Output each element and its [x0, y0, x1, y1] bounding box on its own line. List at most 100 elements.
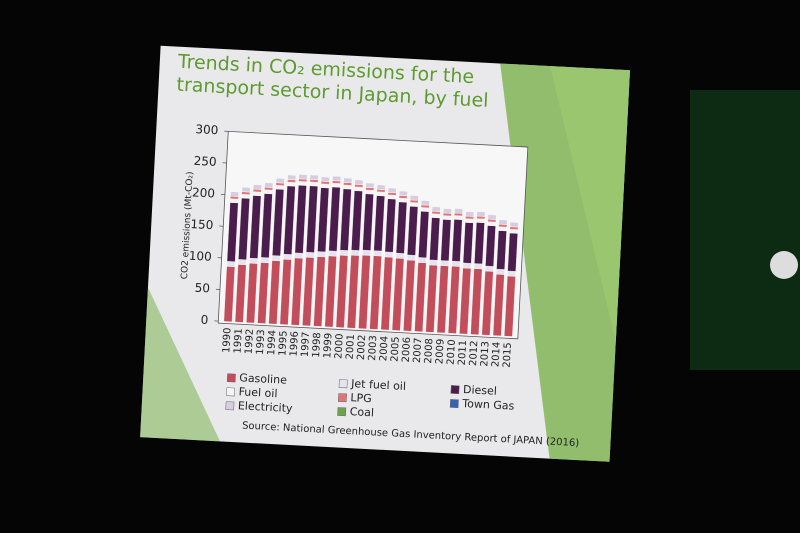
x-tick-label: 2015 [502, 342, 514, 368]
x-tick-label: 1990 [221, 327, 233, 353]
bar-segment [264, 189, 273, 195]
bar-segment [294, 252, 304, 259]
bar-segment [399, 190, 408, 197]
bar-segment [376, 184, 386, 190]
bar-segment [462, 262, 472, 269]
bar-segment [398, 197, 408, 203]
bar-segment [237, 259, 247, 266]
bar-segment [298, 174, 308, 180]
bar-segment [476, 211, 486, 217]
x-tick-label: 2008 [423, 338, 435, 364]
bar-segment [417, 257, 427, 264]
bar-segment [226, 261, 236, 267]
bar-segment [406, 254, 416, 261]
legend-label: Jet fuel oil [350, 377, 406, 393]
bar-segment [230, 191, 239, 197]
slide: Trends in CO₂ emissions for the transpor… [140, 45, 630, 462]
bar-segment [249, 257, 258, 264]
x-tick-label: 1997 [300, 331, 312, 357]
y-tick-label: 150 [190, 217, 214, 232]
x-tick-label: 2010 [446, 339, 458, 365]
bar-segment [376, 191, 386, 197]
bar-segment [473, 263, 483, 270]
x-tick-label: 1999 [322, 333, 334, 359]
bar-segment [440, 260, 449, 267]
bar-segment [507, 270, 516, 277]
legend-label: Electricity [238, 399, 294, 415]
x-tick-label: 2009 [434, 339, 446, 365]
x-tick-label: 2003 [367, 335, 379, 361]
bar-segment [395, 252, 405, 259]
legend-swatch [226, 387, 236, 397]
bar-segment [339, 249, 349, 256]
bar-segment [264, 182, 274, 188]
x-tick-label: 1992 [244, 329, 256, 355]
x-tick-label: 2013 [479, 341, 491, 367]
legend-swatch [337, 393, 347, 403]
x-tick-label: 2002 [356, 334, 368, 360]
bar-segment [443, 208, 452, 214]
stage-backdrop [690, 90, 800, 370]
bar-segment [241, 187, 251, 193]
bar-segment [431, 213, 441, 219]
legend-label: Town Gas [461, 397, 515, 413]
bar-segment [275, 185, 285, 190]
bar-segment [309, 174, 319, 180]
bar-segment [229, 198, 239, 204]
legend-swatch [337, 407, 347, 417]
x-tick-label: 2000 [333, 333, 345, 359]
bar-segment [328, 250, 338, 257]
bar-segment [354, 186, 363, 192]
y-tick-label: 100 [188, 249, 212, 264]
bar-segment [485, 265, 494, 272]
legend-swatch [450, 385, 460, 395]
x-tick-label: 1991 [232, 328, 244, 354]
bar-segment [451, 260, 461, 267]
bar-segment [465, 218, 474, 224]
bar-segment [410, 195, 419, 201]
bar-segment [287, 174, 297, 181]
bar-segment [409, 202, 419, 207]
bar-segment [271, 255, 281, 262]
legend-swatch [449, 399, 459, 409]
slide-decoration [140, 287, 221, 442]
legend-label: LPG [350, 391, 372, 405]
bar-segment [252, 191, 262, 197]
x-tick-label: 2001 [345, 334, 357, 360]
legend-label: Gasoline [239, 371, 287, 386]
bar-segment [283, 253, 292, 260]
bar-segment [365, 182, 375, 188]
bar-segment [321, 176, 330, 182]
legend-label: Diesel [463, 383, 497, 398]
bar-segment [498, 219, 508, 225]
legend-label: Fuel oil [238, 385, 278, 400]
bar-segment [453, 215, 463, 220]
legend-label: Coal [349, 405, 374, 419]
bar-segment [465, 211, 475, 217]
bar-segment [317, 251, 326, 258]
legend-swatch [338, 379, 348, 389]
bar-segment [343, 184, 352, 190]
slide-decoration [550, 66, 630, 342]
bar-segment [420, 207, 430, 212]
bar-segment [354, 179, 364, 185]
bar-segment [365, 189, 374, 195]
y-tick-label: 50 [194, 281, 210, 296]
bar-segment [350, 249, 360, 256]
bar-segment [429, 259, 438, 266]
bar-segment [431, 206, 441, 212]
stage-light [770, 251, 798, 279]
legend-swatch [225, 401, 235, 411]
x-tick-label: 2007 [412, 337, 424, 363]
y-tick-label: 200 [192, 185, 216, 200]
bar-segment [387, 194, 397, 200]
bar-segment [332, 175, 341, 182]
bar-segment [253, 184, 262, 190]
bar-segment [275, 178, 285, 184]
bar-segment [298, 181, 307, 186]
y-tick-label: 0 [200, 313, 208, 327]
bar-segment [260, 257, 270, 264]
bar-segment [509, 222, 519, 228]
bar-segment [476, 218, 485, 223]
bar-segment [305, 251, 315, 258]
